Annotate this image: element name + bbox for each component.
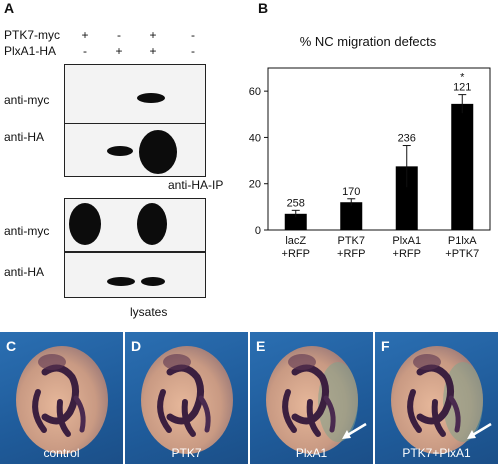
blot-band (107, 146, 133, 156)
bar-1 (340, 202, 363, 230)
embryo-caption-e: PlxA1 (295, 446, 328, 460)
embryo-panel-e: E PlxA1 (250, 332, 373, 464)
y-tick-label-60: 60 (249, 86, 261, 98)
arrow-icon (342, 422, 367, 439)
arrow-icon (467, 422, 492, 439)
n-label-2: 236 (398, 133, 416, 145)
n-label-0: 258 (287, 197, 305, 209)
significance-3: * (460, 72, 465, 84)
category-label-2-1: +RFP (393, 248, 421, 260)
category-label-3-1: +PTK7 (445, 248, 479, 260)
panel-c-letter: C (6, 338, 17, 354)
chart-axes: 0 20 40 60 (249, 67, 491, 237)
blot-band (137, 203, 167, 245)
y-tick-label-20: 20 (249, 179, 261, 191)
lysate-myc-label: anti-myc (4, 224, 50, 238)
row-label-plxa1: PlxA1-HA (4, 44, 57, 58)
embryo-image (266, 346, 358, 454)
blot-band (139, 130, 177, 174)
category-label-0-1: +RFP (282, 248, 310, 260)
ip-anti-myc-blot (64, 64, 206, 124)
blot-band (141, 277, 165, 286)
ip-anti-ha-blot (64, 123, 206, 177)
category-label-1-1: +RFP (337, 248, 365, 260)
embryo-image (16, 346, 108, 454)
embryo-image (391, 346, 483, 454)
blot-band (137, 93, 165, 103)
bar-3 (451, 103, 474, 230)
n-label-1: 170 (342, 186, 360, 198)
blot-band (107, 277, 135, 286)
plot-frame (267, 67, 491, 231)
mark-plxa1-lane1: - (83, 44, 87, 58)
chart-labels: 258lacZ+RFP170PTK7+RFP236PlxA1+RFP121*P1… (282, 72, 480, 260)
panel-e-letter: E (256, 338, 266, 354)
chart-bars (284, 94, 474, 230)
mark-plxa1-lane2: + (115, 44, 123, 58)
embryo-caption-f: PTK7+PlxA1 (402, 446, 471, 460)
ip-myc-label: anti-myc (4, 93, 50, 107)
lysate-anti-ha-blot (64, 252, 206, 298)
embryo-caption-c: control (43, 446, 80, 460)
ip-ha-label: anti-HA (4, 130, 45, 144)
mark-ptk7-lane4: - (191, 28, 195, 42)
mark-plxa1-lane4: - (191, 44, 195, 58)
panel-b-letter: B (258, 0, 269, 16)
category-label-0-0: lacZ (285, 235, 306, 247)
panel-f-letter: F (381, 338, 390, 354)
bar-2 (395, 166, 418, 230)
mark-ptk7-lane2: - (117, 28, 121, 42)
lysate-ha-label: anti-HA (4, 265, 45, 279)
mark-ptk7-lane1: + (81, 28, 89, 42)
panel-d-letter: D (131, 338, 142, 354)
blot-band (69, 203, 101, 245)
lysate-caption: lysates (130, 305, 168, 319)
category-label-3-0: P1lxA (448, 235, 477, 247)
embryo-caption-d: PTK7 (171, 446, 202, 460)
ip-caption: anti-HA-IP (168, 178, 224, 192)
embryo-image (141, 346, 233, 454)
row-label-ptk7: PTK7-myc (4, 28, 61, 42)
embryo-panel-f: F PTK7+PlxA1 (375, 332, 498, 464)
embryo-panel-d: D PTK7 (125, 332, 248, 464)
lysate-anti-myc-blot (64, 198, 206, 252)
chart-title: % NC migration defects (300, 34, 437, 49)
category-label-2-0: PlxA1 (392, 235, 421, 247)
category-label-1-0: PTK7 (337, 235, 365, 247)
bar-0 (284, 213, 307, 230)
y-tick-label-0: 0 (255, 225, 261, 237)
mark-plxa1-lane3: + (149, 44, 157, 58)
panel-a-letter: A (4, 0, 15, 16)
mark-ptk7-lane3: + (149, 28, 157, 42)
y-tick-label-40: 40 (249, 132, 261, 144)
n-label-3: 121 (453, 82, 471, 94)
